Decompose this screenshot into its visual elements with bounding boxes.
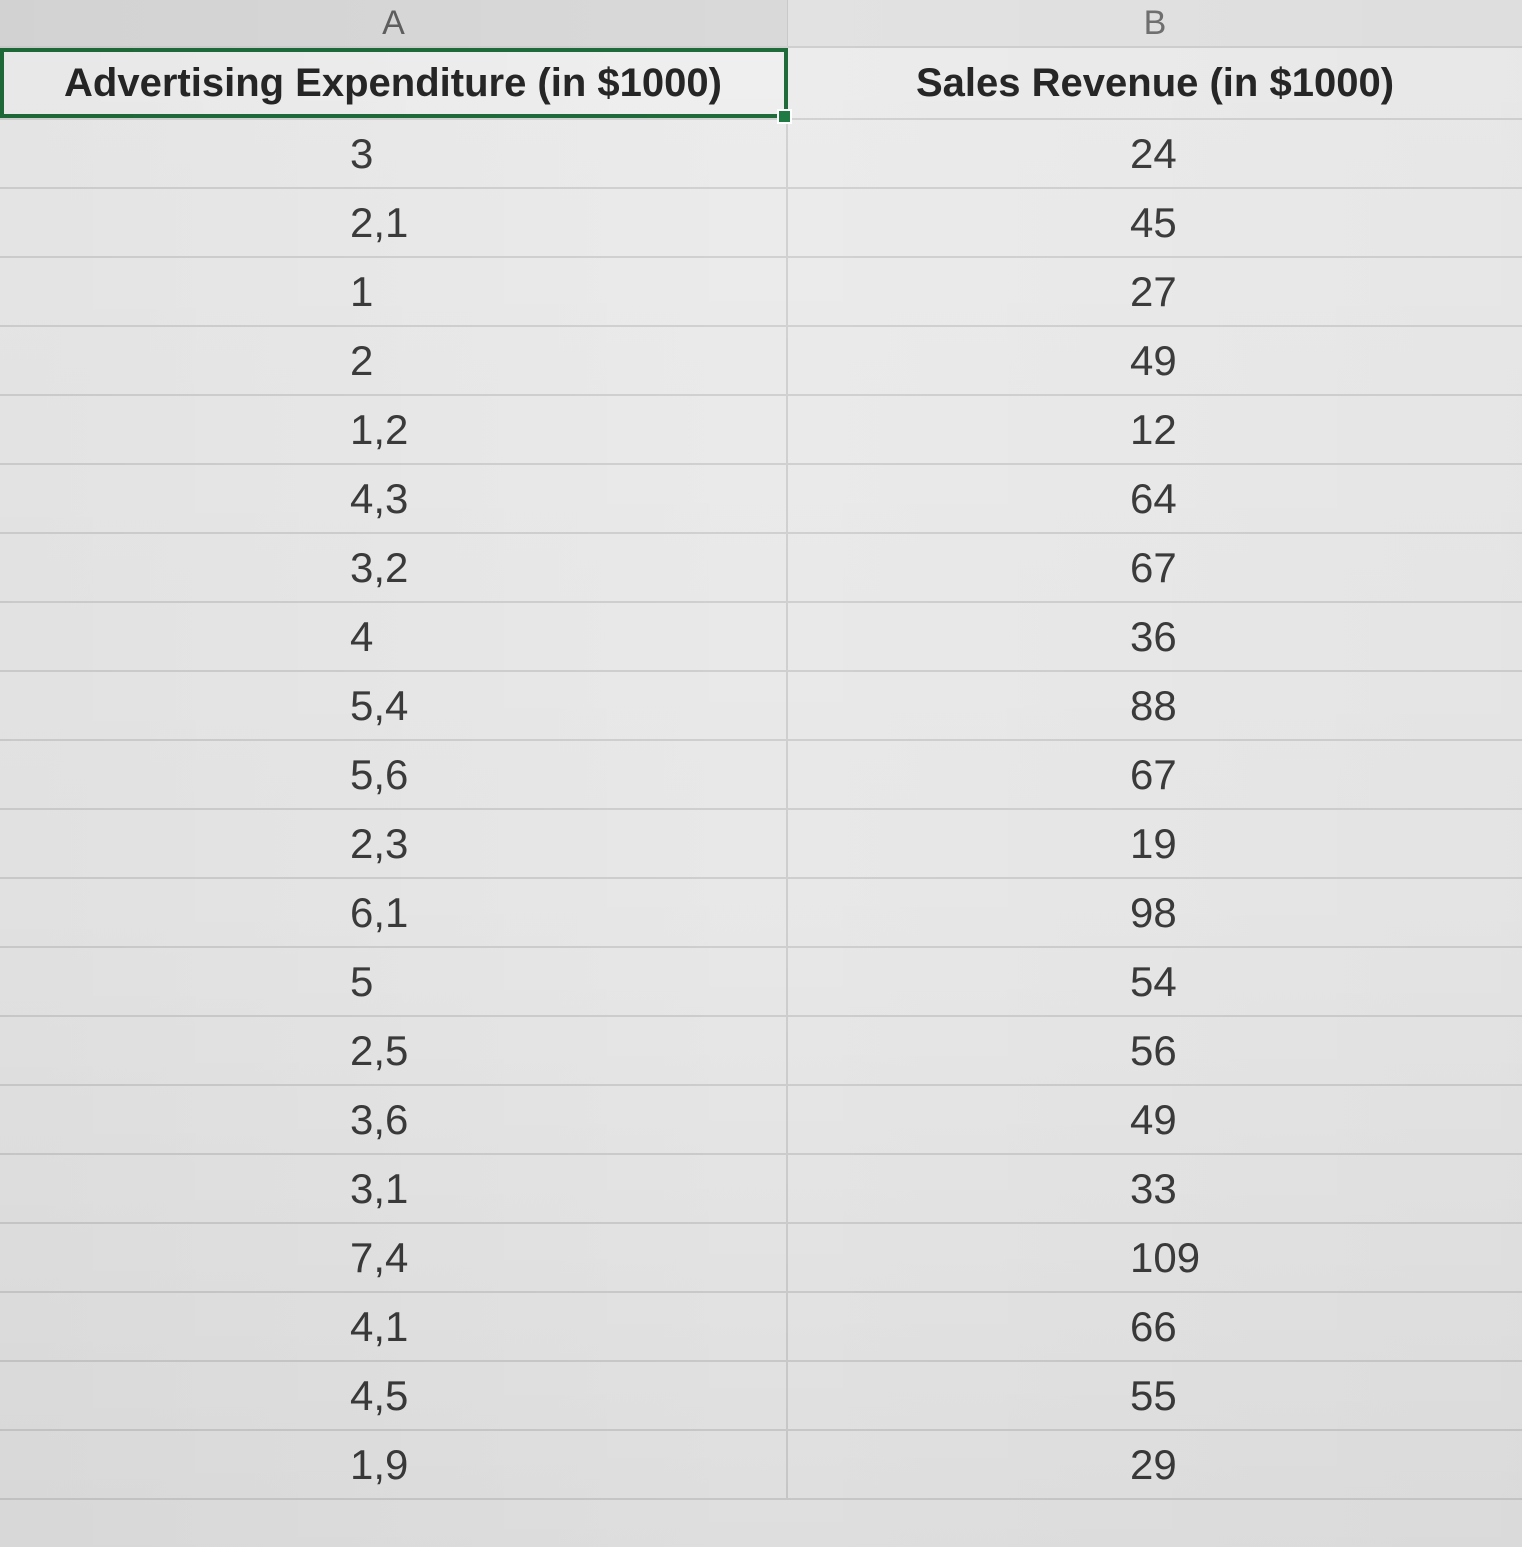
- table-row: 5,6 67: [0, 741, 1522, 810]
- cell-b1-text: Sales Revenue (in $1000): [915, 60, 1395, 105]
- cell-b7[interactable]: 64: [1130, 474, 1177, 522]
- cell-a1-text: Advertising Expenditure (in $1000): [64, 60, 722, 105]
- cell-a14[interactable]: 5: [0, 948, 788, 1015]
- cell-a15[interactable]: 2,5: [0, 1017, 788, 1084]
- cell-b19[interactable]: 66: [1130, 1302, 1177, 1350]
- cell-a12[interactable]: 2,3: [0, 810, 788, 877]
- table-row: 2,5 56: [0, 1017, 1522, 1086]
- cell-b1[interactable]: Sales Revenue (in $1000): [788, 48, 1522, 118]
- table-row: 4 36: [0, 603, 1522, 672]
- cell-b4[interactable]: 27: [1130, 267, 1177, 315]
- cell-a9[interactable]: 4: [0, 603, 788, 670]
- cell-a6[interactable]: 1,2: [0, 396, 788, 463]
- cell-a4[interactable]: 1: [0, 258, 788, 325]
- cell-b3[interactable]: 45: [1130, 198, 1177, 246]
- table-row: 1,9 29: [0, 1431, 1522, 1500]
- cell-b15[interactable]: 56: [1130, 1026, 1177, 1074]
- cell-b14[interactable]: 54: [1130, 957, 1177, 1005]
- cell-a10[interactable]: 5,4: [0, 672, 788, 739]
- cell-a21[interactable]: 1,9: [0, 1431, 788, 1498]
- column-header-a[interactable]: A: [0, 0, 788, 46]
- table-row: 1 27: [0, 258, 1522, 327]
- table-row: 5,4 88: [0, 672, 1522, 741]
- cell-a16[interactable]: 3,6: [0, 1086, 788, 1153]
- table-row: 4,1 66: [0, 1293, 1522, 1362]
- table-row: 7,4 109: [0, 1224, 1522, 1293]
- cell-b17[interactable]: 33: [1130, 1164, 1177, 1212]
- cell-b12[interactable]: 19: [1130, 819, 1177, 867]
- table-row: 1,2 12: [0, 396, 1522, 465]
- table-row: 2,3 19: [0, 810, 1522, 879]
- cell-b8[interactable]: 67: [1130, 543, 1177, 591]
- cell-b10[interactable]: 88: [1130, 681, 1177, 729]
- cell-a20[interactable]: 4,5: [0, 1362, 788, 1429]
- cell-a11[interactable]: 5,6: [0, 741, 788, 808]
- table-row: 3,1 33: [0, 1155, 1522, 1224]
- cell-b16[interactable]: 49: [1130, 1095, 1177, 1143]
- cell-b13[interactable]: 98: [1130, 888, 1177, 936]
- cell-a1[interactable]: Advertising Expenditure (in $1000): [0, 48, 792, 124]
- cell-b2[interactable]: 24: [1130, 129, 1177, 177]
- cell-grid: Advertising Expenditure (in $1000) Sales…: [0, 48, 1522, 1500]
- cell-a3[interactable]: 2,1: [0, 189, 788, 256]
- table-row: 3,2 67: [0, 534, 1522, 603]
- cell-b21[interactable]: 29: [1130, 1440, 1177, 1488]
- column-header-bar: A B: [0, 0, 1522, 48]
- table-row-header: Advertising Expenditure (in $1000) Sales…: [0, 48, 1522, 124]
- table-row: 4,3 64: [0, 465, 1522, 534]
- table-row: 2,1 45: [0, 189, 1522, 258]
- cell-a5[interactable]: 2: [0, 327, 788, 394]
- cell-a8[interactable]: 3,2: [0, 534, 788, 601]
- fill-handle[interactable]: [777, 109, 792, 124]
- table-row: 5 54: [0, 948, 1522, 1017]
- cell-b9[interactable]: 36: [1130, 612, 1177, 660]
- cell-a13[interactable]: 6,1: [0, 879, 788, 946]
- column-header-b[interactable]: B: [1143, 3, 1167, 42]
- table-row: 6,1 98: [0, 879, 1522, 948]
- cell-b18[interactable]: 109: [1130, 1233, 1201, 1281]
- cell-a2[interactable]: 3: [0, 120, 788, 187]
- cell-a18[interactable]: 7,4: [0, 1224, 788, 1291]
- table-row: 3,6 49: [0, 1086, 1522, 1155]
- table-row: 3 24: [0, 120, 1522, 189]
- cell-a17[interactable]: 3,1: [0, 1155, 788, 1222]
- cell-a19[interactable]: 4,1: [0, 1293, 788, 1360]
- cell-a7[interactable]: 4,3: [0, 465, 788, 532]
- table-row: 4,5 55: [0, 1362, 1522, 1431]
- cell-b5[interactable]: 49: [1130, 336, 1177, 384]
- cell-b20[interactable]: 55: [1130, 1371, 1177, 1419]
- cell-b11[interactable]: 67: [1130, 750, 1177, 798]
- table-row: 2 49: [0, 327, 1522, 396]
- cell-b6[interactable]: 12: [1130, 405, 1177, 453]
